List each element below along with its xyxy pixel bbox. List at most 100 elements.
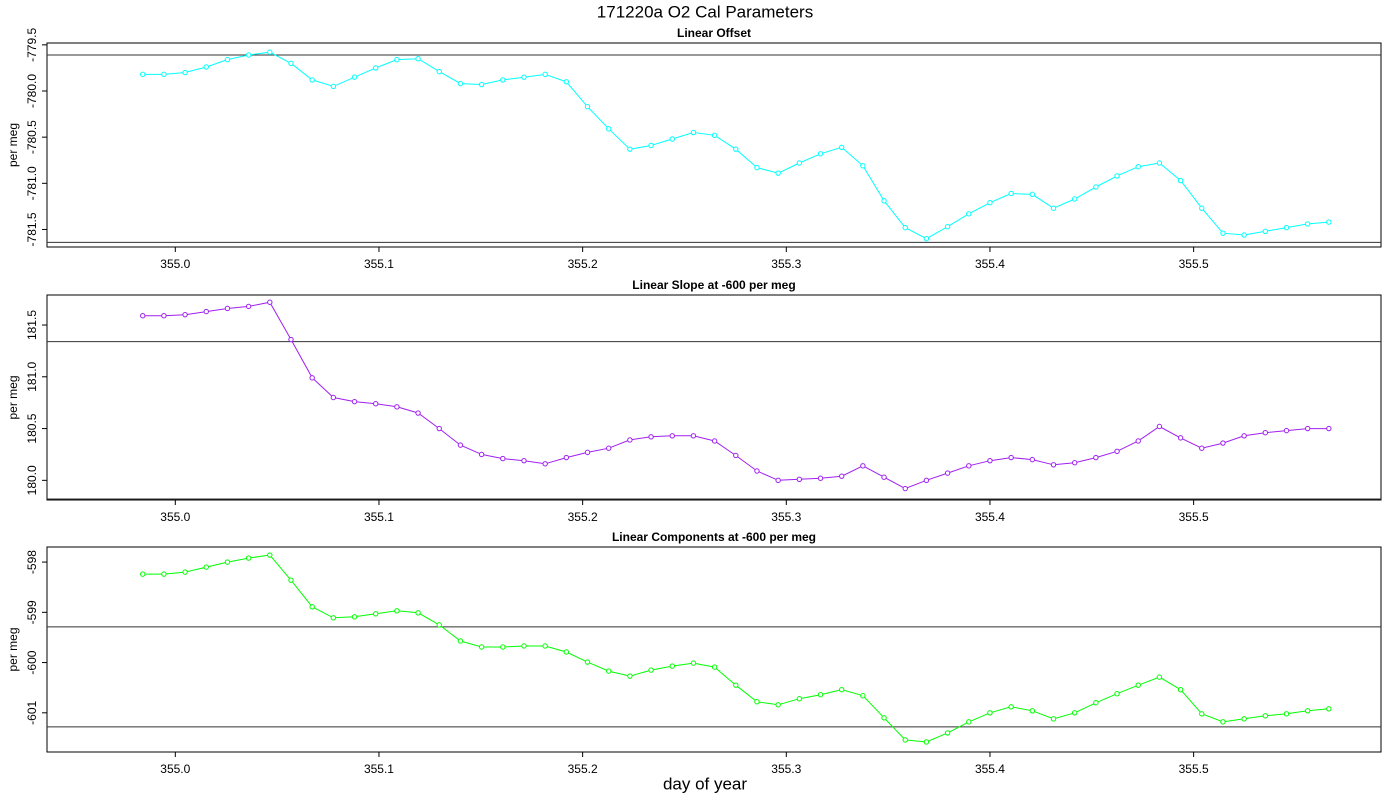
y-tick-label: -779.5 <box>25 28 39 62</box>
y-tick-label: -601 <box>25 700 39 724</box>
x-tick-label: 355.5 <box>1179 762 1209 776</box>
x-tick-label: 355.2 <box>568 510 598 524</box>
data-point <box>1156 160 1163 166</box>
y-tick-label: -781.5 <box>25 212 39 246</box>
data-point <box>1093 454 1099 461</box>
data-point <box>1262 430 1269 436</box>
data-point <box>817 151 824 157</box>
x-tick-label: 355.3 <box>771 257 801 271</box>
data-point <box>1177 435 1184 441</box>
data-point <box>330 615 337 621</box>
data-point <box>1135 163 1141 170</box>
data-point <box>542 461 548 467</box>
data-point <box>542 643 548 649</box>
data-point <box>245 52 252 58</box>
x-tick-label: 355.4 <box>975 510 1005 524</box>
data-point <box>817 692 824 698</box>
data-point <box>902 737 908 743</box>
data-point <box>478 644 485 650</box>
data-point <box>1304 425 1311 432</box>
data-point <box>966 719 972 725</box>
data-point <box>987 457 993 464</box>
data-point <box>1262 228 1269 235</box>
data-point <box>140 313 146 319</box>
plot-frame <box>46 42 1382 248</box>
data-point <box>1114 691 1120 697</box>
data-point <box>648 142 654 149</box>
data-point <box>478 81 485 88</box>
data-point <box>415 610 421 616</box>
data-point <box>500 644 506 650</box>
data-point <box>838 473 845 479</box>
data-point <box>500 77 506 83</box>
data-point <box>245 555 252 561</box>
data-point <box>182 569 188 575</box>
data-point <box>309 77 315 83</box>
data-point <box>711 438 718 444</box>
x-tick-label: 355.5 <box>1179 510 1209 524</box>
data-point <box>1220 440 1226 446</box>
data-point <box>288 336 294 343</box>
data-point <box>584 449 591 456</box>
data-point <box>733 146 739 152</box>
data-point <box>923 477 930 484</box>
data-point <box>944 730 951 736</box>
y-tick-label: 181.5 <box>25 310 39 340</box>
data-point <box>288 577 294 583</box>
data-point <box>860 693 866 699</box>
data-point <box>394 404 400 410</box>
data-point <box>923 739 930 745</box>
data-line <box>142 51 1329 240</box>
data-point <box>669 136 675 142</box>
x-tick-label: 355.0 <box>160 510 190 524</box>
y-tick-label: -599 <box>25 600 39 624</box>
data-point <box>796 476 803 482</box>
x-tick-label: 355.4 <box>975 762 1005 776</box>
data-point <box>881 198 887 204</box>
plot-frame <box>46 294 1382 501</box>
data-point <box>563 649 570 655</box>
data-point <box>521 643 527 649</box>
data-point <box>1114 173 1120 179</box>
data-point <box>1220 230 1226 236</box>
data-point <box>309 375 315 381</box>
data-point <box>1071 710 1078 716</box>
data-line <box>142 301 1329 490</box>
data-point <box>1283 224 1290 231</box>
y-tick-label: -598 <box>25 550 39 574</box>
data-point <box>1177 686 1184 693</box>
data-point <box>944 223 951 230</box>
data-point <box>542 71 548 78</box>
data-point <box>648 434 654 440</box>
data-point <box>1241 433 1247 439</box>
y-tick-label: -780.0 <box>25 74 39 108</box>
data-point <box>478 451 485 458</box>
data-point <box>669 663 675 669</box>
data-point <box>1304 221 1311 227</box>
data-point <box>775 702 781 708</box>
data-point <box>902 485 908 492</box>
data-point <box>1008 704 1014 710</box>
data-point <box>1199 711 1205 717</box>
data-point <box>1093 700 1099 706</box>
data-point <box>521 457 527 464</box>
data-point <box>966 463 972 469</box>
data-point <box>669 433 675 439</box>
data-point <box>351 398 358 405</box>
data-point <box>1326 219 1332 225</box>
plot-frame <box>46 546 1382 753</box>
y-tick-label: 180.0 <box>25 465 39 495</box>
data-point <box>394 56 400 63</box>
panel-title: Linear Components at -600 per meg <box>612 530 816 544</box>
data-point <box>1156 674 1163 680</box>
data-point <box>330 394 337 401</box>
data-point <box>775 170 781 176</box>
figure-title: 171220a O2 Cal Parameters <box>597 2 813 21</box>
data-point <box>182 69 188 76</box>
data-point <box>267 552 273 558</box>
data-point <box>330 83 337 90</box>
data-point <box>1177 177 1184 184</box>
data-point <box>373 611 379 617</box>
data-point <box>1241 716 1247 722</box>
x-tick-label: 355.2 <box>568 762 598 776</box>
